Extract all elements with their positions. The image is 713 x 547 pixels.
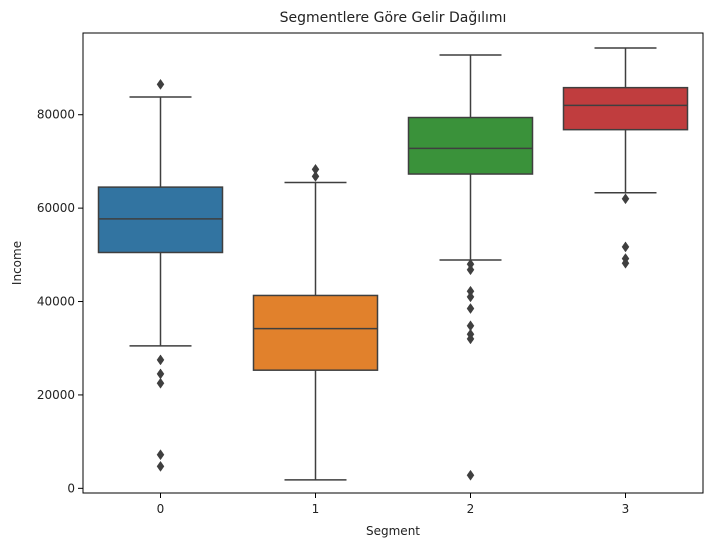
outlier-point bbox=[156, 460, 165, 472]
outlier-point bbox=[466, 291, 475, 303]
y-tick-label: 20000 bbox=[37, 388, 75, 402]
iqr-box bbox=[407, 116, 534, 175]
outlier-point bbox=[466, 469, 475, 481]
iqr-box bbox=[562, 86, 689, 131]
outlier-point bbox=[621, 257, 630, 269]
x-tick-label: 3 bbox=[622, 502, 630, 516]
outlier-point bbox=[156, 368, 165, 380]
x-tick-label: 0 bbox=[157, 502, 165, 516]
x-tick-label: 2 bbox=[467, 502, 475, 516]
iqr-box bbox=[252, 294, 379, 371]
box-segment-2 bbox=[407, 54, 534, 481]
iqr-box bbox=[97, 186, 224, 254]
outlier-point bbox=[621, 241, 630, 253]
plot-frame bbox=[82, 32, 704, 494]
outlier-point bbox=[311, 170, 320, 182]
x-tick-label: 1 bbox=[312, 502, 320, 516]
box-segment-3 bbox=[562, 47, 689, 269]
y-tick-label: 0 bbox=[67, 481, 75, 495]
x-axis: 0 1 2 3 bbox=[157, 493, 630, 516]
y-axis-label: Income bbox=[10, 241, 24, 285]
y-tick-label: 40000 bbox=[37, 295, 75, 309]
chart-title: Segmentlere Göre Gelir Dağılımı bbox=[280, 10, 507, 26]
outlier-point bbox=[156, 354, 165, 366]
y-tick-label: 80000 bbox=[37, 108, 75, 122]
boxes bbox=[97, 47, 689, 481]
outlier-point bbox=[621, 193, 630, 205]
box-segment-1 bbox=[252, 163, 379, 481]
x-axis-label: Segment bbox=[366, 524, 420, 538]
outlier-point bbox=[466, 264, 475, 276]
y-tick-label: 60000 bbox=[37, 201, 75, 215]
box-segment-0 bbox=[97, 78, 224, 472]
outlier-point bbox=[466, 303, 475, 314]
y-axis: 0 20000 40000 60000 80000 bbox=[37, 108, 83, 495]
outlier-point bbox=[156, 377, 165, 389]
outlier-point bbox=[156, 449, 165, 461]
outlier-point bbox=[156, 78, 165, 90]
outlier-point bbox=[466, 333, 475, 345]
